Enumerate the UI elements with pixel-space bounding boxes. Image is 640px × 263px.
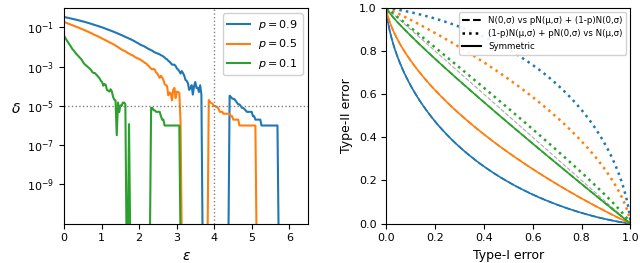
- $p = 0.5$: [70, 24, 77, 27]
- $p = 0.5$: [60, 21, 68, 24]
- $p = 0.9$: [60, 15, 68, 18]
- $p = 0.1$: [123, 242, 131, 245]
- $p = 0.1$: [70, 49, 77, 52]
- $p = 0.1$: [75, 55, 83, 58]
- $p = 0.9$: [285, 242, 292, 245]
- $p = 0.1$: [127, 242, 134, 245]
- $p = 0.9$: [293, 242, 301, 245]
- $p = 0.5$: [285, 242, 292, 245]
- $p = 0.1$: [60, 34, 68, 37]
- $p = 0.9$: [75, 19, 83, 22]
- $p = 0.5$: [125, 52, 133, 55]
- Y-axis label: δ: δ: [12, 102, 20, 116]
- Line: $p = 0.5$: $p = 0.5$: [64, 22, 308, 243]
- X-axis label: ε: ε: [182, 249, 190, 263]
- $p = 0.5$: [293, 242, 301, 245]
- X-axis label: Type-I error: Type-I error: [473, 249, 544, 262]
- Legend: N(0,σ) vs pN(μ,σ) + (1-p)N(0,σ), (1-p)N(μ,σ) + pN(0,σ) vs N(μ,σ), Symmetric: N(0,σ) vs pN(μ,σ) + (1-p)N(0,σ), (1-p)N(…: [459, 12, 626, 55]
- $p = 0.9$: [106, 29, 113, 32]
- Y-axis label: Type-II error: Type-II error: [340, 78, 353, 153]
- $p = 0.5$: [75, 26, 83, 29]
- $p = 0.5$: [178, 242, 186, 245]
- $p = 0.5$: [304, 242, 312, 245]
- $p = 0.9$: [125, 37, 133, 40]
- $p = 0.1$: [304, 242, 312, 245]
- $p = 0.1$: [106, 90, 113, 93]
- Line: $p = 0.9$: $p = 0.9$: [64, 17, 308, 243]
- $p = 0.5$: [106, 41, 113, 44]
- Line: $p = 0.1$: $p = 0.1$: [64, 36, 308, 243]
- $p = 0.9$: [304, 242, 312, 245]
- $p = 0.1$: [285, 242, 292, 245]
- Legend: $p = 0.9$, $p = 0.5$, $p = 0.1$: $p = 0.9$, $p = 0.5$, $p = 0.1$: [223, 13, 303, 75]
- $p = 0.1$: [293, 242, 301, 245]
- $p = 0.9$: [70, 18, 77, 21]
- $p = 0.9$: [199, 242, 207, 245]
